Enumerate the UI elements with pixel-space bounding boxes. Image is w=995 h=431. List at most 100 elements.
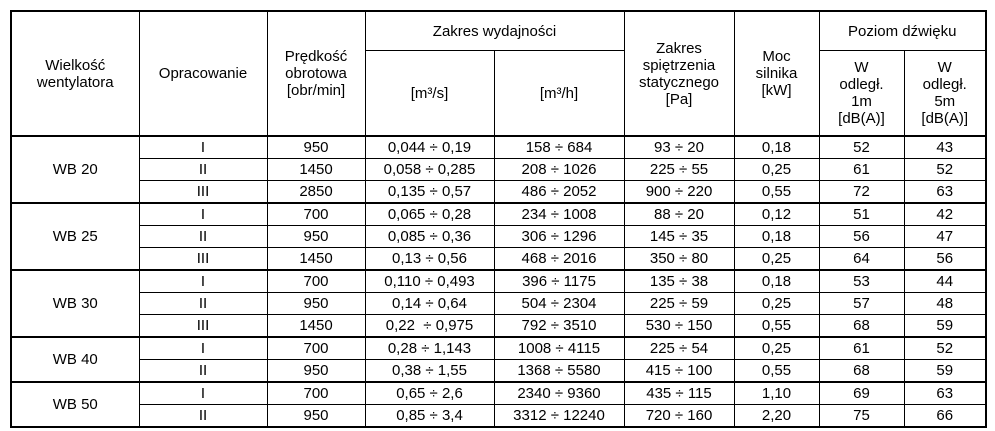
data-cell: 0,085 ÷ 0,36 <box>364 225 495 248</box>
data-cell: 1450 <box>266 158 366 181</box>
data-cell: 0,14 ÷ 0,64 <box>364 292 495 315</box>
data-cell: 720 ÷ 160 <box>623 404 735 428</box>
fan-size: WB 50 <box>10 381 140 428</box>
data-row: WB 25 I 700 0,065 ÷ 0,28 234 ÷ 1008 88 ÷ 20 0,… <box>10 202 987 271</box>
data-cell: 88 ÷ 20 <box>623 202 735 226</box>
data-cell: 0,55 <box>733 359 820 383</box>
data-cell: 68 <box>818 359 905 383</box>
data-cell: 0,110 ÷ 0,493 <box>364 269 495 293</box>
data-cell: 52 <box>903 158 987 181</box>
data-cell: 0,058 ÷ 0,285 <box>364 158 495 181</box>
data-cell: 700 <box>266 336 366 360</box>
header-cell: Poziom dźwięku <box>818 10 987 51</box>
data-cell: 145 ÷ 35 <box>623 225 735 248</box>
fan-size: WB 40 <box>10 336 140 383</box>
data-row: II 950 0,38 ÷ 1,55 1368 ÷ 5580 415 ÷ 100 0,55… <box>11 359 987 383</box>
data-row: WB 30 I 700 0,110 ÷ 0,493 396 ÷ 1175 135 ÷ 38… <box>10 269 987 338</box>
data-cell: II <box>138 292 268 315</box>
header-text: silnika <box>755 65 798 82</box>
data-cell: 0,18 <box>733 135 820 159</box>
header-text: [kW] <box>761 82 792 99</box>
data-cell: 2850 <box>266 180 366 204</box>
data-cell: 52 <box>903 336 987 360</box>
data-row: WB 40 I 700 0,28 ÷ 1,143 1008 ÷ 4115 225 ÷ 54… <box>10 336 987 383</box>
data-cell: 950 <box>266 359 366 383</box>
data-cell: 52 <box>818 135 905 159</box>
header-cell: Prędkość obrotowa [obr/min] <box>266 10 366 137</box>
data-row: II 950 0,085 ÷ 0,36 306 ÷ 1296 145 ÷ 35 0,18 5… <box>11 225 987 248</box>
data-cell: 0,065 ÷ 0,28 <box>364 202 495 226</box>
data-cell: 63 <box>903 381 987 405</box>
fan-table: Wielkość wentylatora Opracowanie Prędkość ob… <box>10 10 987 428</box>
data-cell: 950 <box>266 135 366 159</box>
header-cell: [m³/h] <box>493 50 625 137</box>
data-cell: 0,55 <box>733 314 820 338</box>
data-row: II 950 0,85 ÷ 3,4 3312 ÷ 12240 720 ÷ 160 2,20… <box>11 404 987 428</box>
data-row: WB 20 I 950 0,044 ÷ 0,19 158 ÷ 684 93 ÷ 20 0,1… <box>10 135 987 204</box>
data-cell: 0,28 ÷ 1,143 <box>364 336 495 360</box>
header-text: spiętrzenia <box>642 56 716 74</box>
header-text: Zakres <box>656 39 702 57</box>
data-cell: 468 ÷ 2016 <box>493 247 625 271</box>
data-cell: 0,044 ÷ 0,19 <box>364 135 495 159</box>
data-cell: 0,18 <box>733 269 820 293</box>
data-cell: 69 <box>818 381 905 405</box>
header-text: [dB(A)] <box>838 110 885 127</box>
header-text: wentylatora <box>36 73 114 91</box>
data-cell: 44 <box>903 269 987 293</box>
header-cell: Opracowanie <box>138 10 268 137</box>
data-cell: 57 <box>818 292 905 315</box>
data-cell: 435 ÷ 115 <box>623 381 735 405</box>
data-row: WB 50 I 700 0,65 ÷ 2,6 2340 ÷ 9360 435 ÷ 115 1… <box>10 381 987 428</box>
header-text: [m³/s] <box>410 84 449 102</box>
header-text: Moc <box>762 48 791 65</box>
data-cell: 0,55 <box>733 180 820 204</box>
data-cell: II <box>138 359 268 383</box>
data-cell: 0,25 <box>733 247 820 271</box>
data-cell: 950 <box>266 292 366 315</box>
header-text: W <box>854 59 869 76</box>
data-cell: 61 <box>818 158 905 181</box>
data-cell: 0,65 ÷ 2,6 <box>364 381 495 405</box>
header-text: W <box>937 59 952 76</box>
data-cell: 225 ÷ 55 <box>623 158 735 181</box>
data-cell: 42 <box>903 202 987 226</box>
data-cell: 350 ÷ 80 <box>623 247 735 271</box>
header-text: statycznego <box>638 73 720 91</box>
header-text: [Pa] <box>665 90 693 108</box>
data-cell: 68 <box>818 314 905 338</box>
header-text: 5m <box>934 93 956 110</box>
header-text: Prędkość <box>284 48 348 65</box>
header-text: [obr/min] <box>286 82 346 99</box>
header-cell: Wielkość wentylatora <box>10 10 140 137</box>
data-row: III 2850 0,135 ÷ 0,57 486 ÷ 2052 900 ÷ 220 0,… <box>11 180 987 204</box>
data-cell: 43 <box>903 135 987 159</box>
data-cell: 2340 ÷ 9360 <box>493 381 625 405</box>
data-cell: 950 <box>266 404 366 428</box>
data-cell: 1,10 <box>733 381 820 405</box>
data-cell: 3312 ÷ 12240 <box>493 404 625 428</box>
data-cell: I <box>138 336 268 360</box>
data-cell: III <box>138 314 268 338</box>
data-cell: 51 <box>818 202 905 226</box>
data-row: III 1450 0,22 ÷ 0,975 792 ÷ 3510 530 ÷ 150 0,… <box>11 314 987 338</box>
data-cell: 1450 <box>266 247 366 271</box>
data-cell: 53 <box>818 269 905 293</box>
data-cell: 59 <box>903 314 987 338</box>
data-cell: 415 ÷ 100 <box>623 359 735 383</box>
data-cell: 900 ÷ 220 <box>623 180 735 204</box>
header-text: obrotowa <box>285 65 347 82</box>
data-cell: 61 <box>818 336 905 360</box>
fan-size: WB 20 <box>10 135 140 204</box>
data-cell: 0,25 <box>733 158 820 181</box>
header-row: Wielkość wentylatora Opracowanie Prędkość ob… <box>10 10 987 137</box>
data-cell: 0,38 ÷ 1,55 <box>364 359 495 383</box>
data-cell: 1368 ÷ 5580 <box>493 359 625 383</box>
header-text: Wielkość <box>45 56 106 74</box>
data-cell: 700 <box>266 269 366 293</box>
data-cell: 530 ÷ 150 <box>623 314 735 338</box>
data-cell: I <box>138 135 268 159</box>
data-cell: I <box>138 269 268 293</box>
